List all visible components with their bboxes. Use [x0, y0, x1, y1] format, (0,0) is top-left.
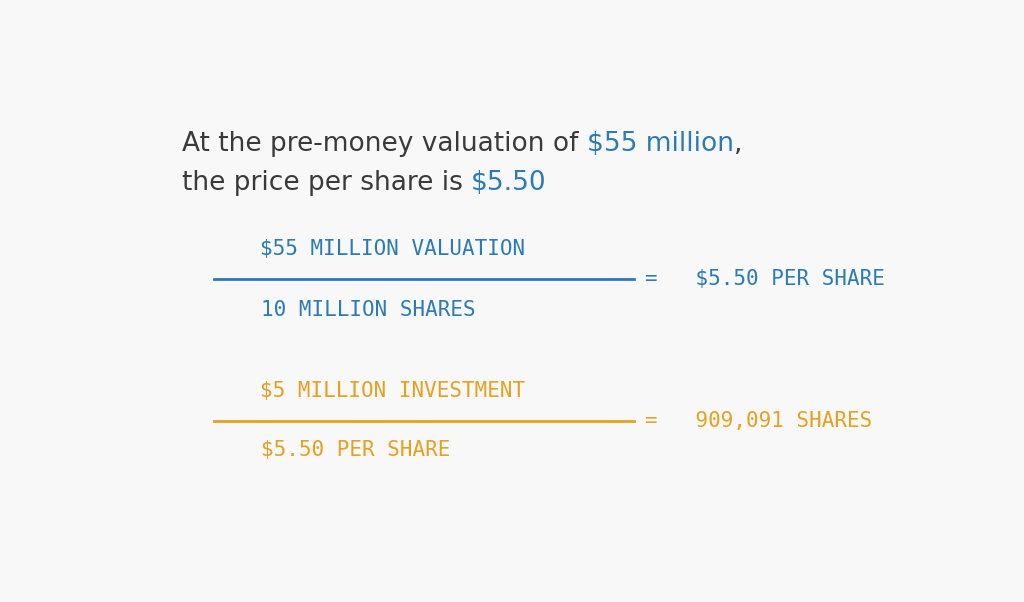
Text: $55 MILLION VALUATION: $55 MILLION VALUATION [260, 240, 525, 259]
Text: $5.50: $5.50 [471, 170, 547, 196]
Text: the price per share is: the price per share is [182, 170, 471, 196]
Text: =   $5.50 PER SHARE: = $5.50 PER SHARE [645, 268, 886, 288]
Text: $5 MILLION INVESTMENT: $5 MILLION INVESTMENT [260, 380, 525, 401]
Text: 10 MILLION SHARES: 10 MILLION SHARES [261, 300, 476, 320]
Text: =   909,091 SHARES: = 909,091 SHARES [645, 411, 872, 431]
Text: $5.50 PER SHARE: $5.50 PER SHARE [261, 440, 451, 460]
Text: ,: , [734, 131, 742, 157]
Text: At the pre-money valuation of: At the pre-money valuation of [182, 131, 587, 157]
Text: $55 million: $55 million [587, 131, 734, 157]
